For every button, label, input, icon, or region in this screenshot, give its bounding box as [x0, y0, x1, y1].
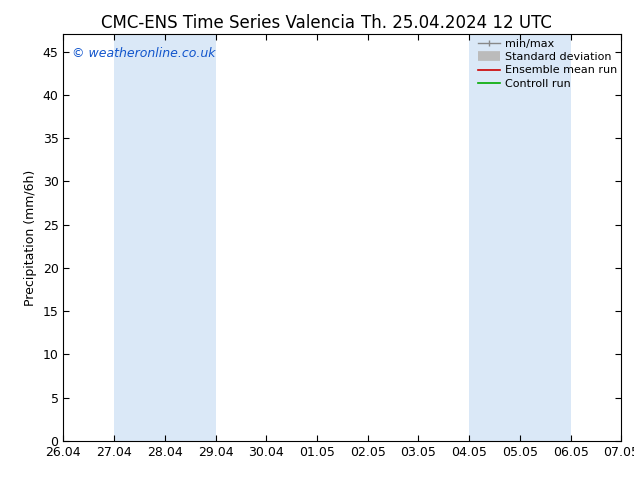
- Bar: [114, 34, 216, 441]
- Text: Th. 25.04.2024 12 UTC: Th. 25.04.2024 12 UTC: [361, 14, 552, 32]
- Text: CMC-ENS Time Series Valencia: CMC-ENS Time Series Valencia: [101, 14, 355, 32]
- Text: © weatheronline.co.uk: © weatheronline.co.uk: [72, 47, 216, 59]
- Bar: [621, 34, 634, 441]
- Bar: [469, 34, 571, 441]
- Legend: min/max, Standard deviation, Ensemble mean run, Controll run: min/max, Standard deviation, Ensemble me…: [476, 37, 619, 91]
- Y-axis label: Precipitation (mm/6h): Precipitation (mm/6h): [24, 170, 37, 306]
